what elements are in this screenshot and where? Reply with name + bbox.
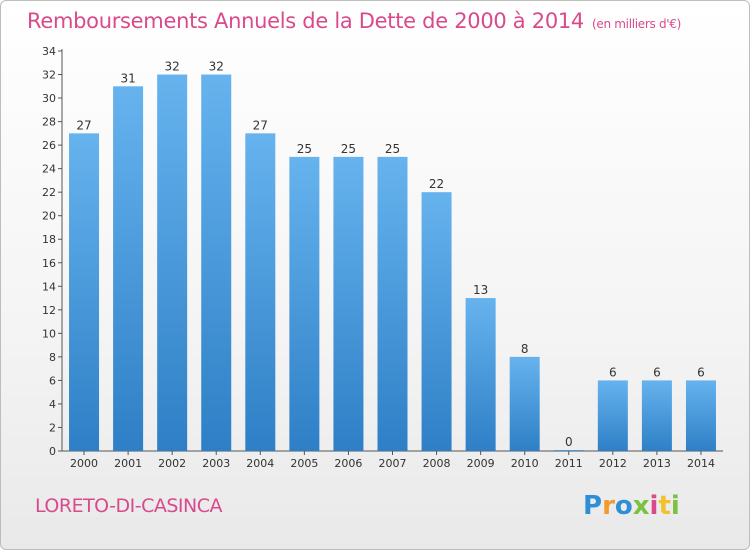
bar [245, 133, 276, 451]
bars [69, 74, 716, 452]
y-tick-label: 8 [49, 351, 56, 364]
x-tick-label: 2008 [423, 457, 451, 470]
y-tick-label: 4 [49, 398, 56, 411]
y-tick-label: 10 [42, 327, 56, 340]
bar [641, 380, 672, 451]
y-tick-label: 20 [42, 210, 56, 223]
data-label: 31 [120, 71, 135, 85]
x-tick-label: 2014 [687, 457, 715, 470]
data-label: 27 [253, 118, 268, 132]
y-tick-label: 28 [42, 116, 56, 129]
y-tick-label: 32 [42, 69, 56, 82]
bar [113, 86, 144, 451]
value-labels: 27 31 32 32 27 25 25 25 22 13 8 0 6 6 6 [76, 60, 704, 449]
logo-letter: i [649, 491, 659, 521]
bar [157, 74, 188, 451]
y-tick-label: 12 [42, 304, 56, 317]
bar [465, 298, 496, 451]
logo-letter: o [614, 491, 633, 521]
logo-letter: P [583, 491, 603, 521]
logo-letter: i [670, 491, 680, 521]
chart-title: Remboursements Annuels de la Dette de 20… [27, 9, 681, 33]
chart-subtitle: (en milliers d'€) [592, 17, 682, 31]
data-label: 22 [429, 177, 444, 191]
logo-letter: t [658, 491, 671, 521]
x-tick-label: 2010 [511, 457, 539, 470]
x-tick-label: 2002 [158, 457, 186, 470]
y-tick-label: 34 [42, 45, 56, 58]
y-tick-label: 22 [42, 186, 56, 199]
bar [685, 380, 716, 451]
y-tick-label: 30 [42, 92, 56, 105]
y-tick-label: 16 [42, 257, 56, 270]
y-tick-label: 2 [49, 421, 56, 434]
logo-letter: x [632, 491, 650, 521]
x-tick-label: 2009 [467, 457, 495, 470]
title-text: Remboursements Annuels de la Dette de 20… [27, 9, 584, 33]
data-label: 32 [209, 60, 224, 74]
data-label: 25 [341, 142, 356, 156]
bar [201, 74, 232, 451]
x-tick-label: 2003 [202, 457, 230, 470]
x-tick-label: 2005 [290, 457, 318, 470]
x-tick-label: 2000 [70, 457, 98, 470]
data-label: 0 [565, 435, 573, 449]
y-tick-label: 18 [42, 233, 56, 246]
proxiti-logo: Proxiti [583, 491, 680, 521]
x-tick-label: 2004 [246, 457, 274, 470]
data-label: 32 [165, 60, 180, 74]
data-label: 25 [385, 142, 400, 156]
data-label: 6 [609, 365, 617, 379]
bar [377, 156, 408, 451]
y-tick-label: 24 [42, 163, 56, 176]
data-label: 25 [297, 142, 312, 156]
data-label: 6 [653, 365, 661, 379]
y-tick-label: 0 [49, 445, 56, 458]
data-label: 6 [697, 365, 705, 379]
y-tick-label: 26 [42, 139, 56, 152]
bar [421, 192, 452, 452]
x-tick-label: 2011 [555, 457, 583, 470]
logo-letter: r [602, 491, 615, 521]
y-tick-label: 14 [42, 280, 56, 293]
x-tick-label: 2001 [114, 457, 142, 470]
x-tick-label: 2013 [643, 457, 671, 470]
bar [289, 156, 320, 451]
bar [597, 380, 628, 451]
bar [553, 450, 584, 451]
x-tick-label: 2012 [599, 457, 627, 470]
bar [509, 356, 540, 451]
y-tick-label: 6 [49, 374, 56, 387]
place-name: LORETO-DI-CASINCA [35, 495, 223, 517]
data-label: 13 [473, 283, 488, 297]
x-tick-label: 2007 [379, 457, 407, 470]
x-tick-label: 2006 [334, 457, 362, 470]
bar [333, 156, 364, 451]
data-label: 8 [521, 342, 529, 356]
data-label: 27 [76, 118, 91, 132]
bar [69, 133, 100, 451]
